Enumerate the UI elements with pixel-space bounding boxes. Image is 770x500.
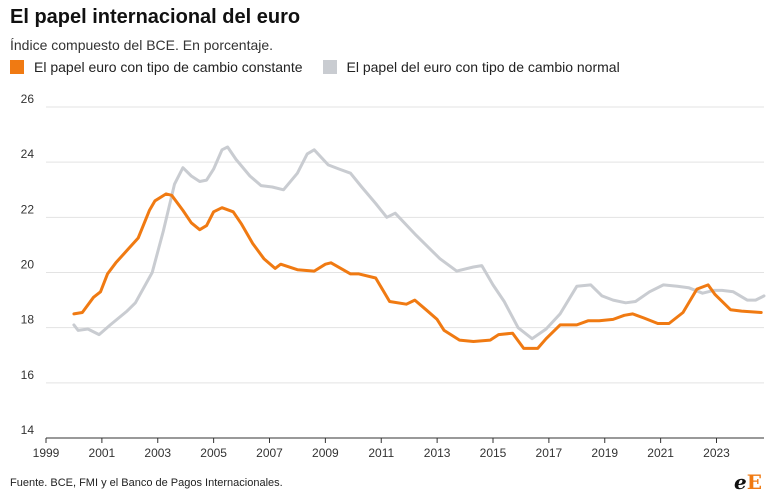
y-tick-label: 14: [21, 423, 35, 437]
x-tick-label: 2019: [591, 446, 618, 460]
source-note: Fuente. BCE, FMI y el Banco de Pagos Int…: [10, 477, 283, 489]
series-line-normal: [72, 145, 766, 341]
legend-swatch-gray: [322, 60, 337, 74]
x-tick-label: 2009: [312, 446, 339, 460]
x-tick-label: 2003: [144, 446, 171, 460]
y-tick-label: 20: [21, 258, 35, 272]
x-tick-label: 2021: [647, 446, 674, 460]
x-tick-label: 2013: [424, 446, 451, 460]
legend-label-normal: El papel del euro con tipo de cambio nor…: [346, 59, 620, 75]
y-tick-label: 16: [21, 368, 35, 382]
legend-item-constant: El papel euro con tipo de cambio constan…: [10, 59, 303, 75]
x-tick-label: 2023: [703, 446, 730, 460]
x-tick-label: 2011: [368, 446, 394, 460]
line-chart: 14 16 18 20 22 24 26 1999 2001 2003 2005 2007 2009 2…: [21, 92, 766, 460]
y-axis-ticks: 14 16 18 20 22 24 26: [21, 92, 35, 437]
legend-swatch-orange: [10, 60, 24, 74]
x-tick-label: 2017: [536, 446, 563, 460]
chart-title: El papel internacional del euro: [10, 6, 301, 28]
y-tick-label: 22: [21, 202, 35, 216]
y-tick-label: 18: [21, 313, 35, 327]
series-lines: [72, 145, 766, 350]
series-line-constant: [72, 192, 763, 350]
legend-item-normal: El papel del euro con tipo de cambio nor…: [322, 59, 620, 75]
legend: El papel euro con tipo de cambio constan…: [10, 59, 640, 75]
legend-label-constant: El papel euro con tipo de cambio constan…: [34, 59, 303, 75]
x-tick-label: 1999: [33, 446, 60, 460]
x-tick-label: 2007: [256, 446, 283, 460]
x-axis-ticks: 1999 2001 2003 2005 2007 2009 2011 2013 2015 2017…: [33, 438, 730, 460]
x-tick-label: 2005: [200, 446, 227, 460]
grid-lines: [46, 106, 764, 439]
x-tick-label: 2001: [89, 446, 116, 460]
y-tick-label: 24: [21, 147, 35, 161]
x-tick-label: 2015: [480, 446, 507, 460]
chart-subtitle: Índice compuesto del BCE. En porcentaje.: [10, 37, 274, 53]
y-tick-label: 26: [21, 92, 35, 106]
brand-logo: eE: [734, 470, 762, 494]
